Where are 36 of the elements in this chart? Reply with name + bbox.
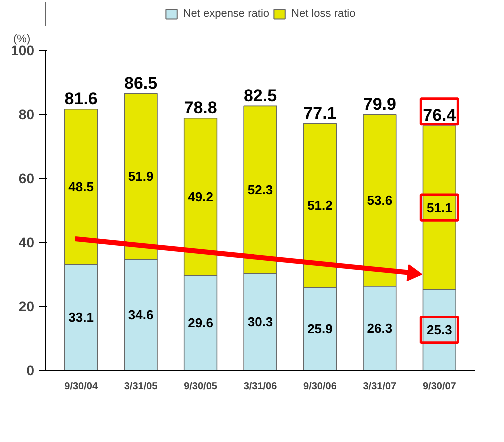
- total-label: 86.5: [124, 74, 158, 93]
- x-tick-label: 9/30/06: [304, 382, 338, 392]
- y-tick-label: 60: [18, 170, 35, 186]
- x-tick-label: 3/31/07: [363, 382, 398, 392]
- x-tick-label: 3/31/06: [244, 382, 278, 392]
- legend-label: Net loss ratio: [292, 8, 356, 20]
- data-label: 51.9: [128, 169, 154, 184]
- total-label: 81.6: [64, 90, 98, 109]
- y-tick-label: 0: [26, 362, 35, 378]
- total-label: 78.8: [184, 98, 218, 118]
- data-label: 29.6: [188, 316, 214, 331]
- y-tick-label: 80: [18, 106, 35, 122]
- data-label: 53.6: [367, 193, 393, 208]
- data-label: 25.9: [308, 322, 333, 337]
- y-tick-label: 40: [18, 234, 35, 250]
- data-label: 33.1: [68, 310, 94, 326]
- data-label: 51.2: [308, 198, 333, 214]
- data-label: 51.1: [427, 200, 452, 216]
- x-tick-label: 3/31/05: [124, 382, 158, 392]
- total-label: 82.5: [244, 86, 278, 106]
- x-tick-label: 9/30/05: [184, 382, 218, 392]
- total-label: 77.1: [304, 104, 337, 123]
- data-label: 49.2: [188, 190, 214, 205]
- data-label: 34.6: [128, 308, 154, 323]
- y-axis-title: (%): [14, 34, 31, 46]
- x-tick-label: 9/30/07: [422, 382, 457, 392]
- data-label: 48.5: [68, 179, 94, 194]
- y-tick-label: 20: [18, 298, 35, 314]
- data-label: 30.3: [248, 314, 274, 330]
- data-label: 25.3: [427, 322, 452, 338]
- x-tick-label: 9/30/04: [64, 382, 98, 392]
- legend-label: Net expense ratio: [183, 8, 270, 20]
- data-label: 26.3: [367, 320, 393, 336]
- total-label: 76.4: [423, 106, 457, 126]
- data-label: 52.3: [248, 182, 274, 198]
- total-label: 79.9: [363, 95, 396, 114]
